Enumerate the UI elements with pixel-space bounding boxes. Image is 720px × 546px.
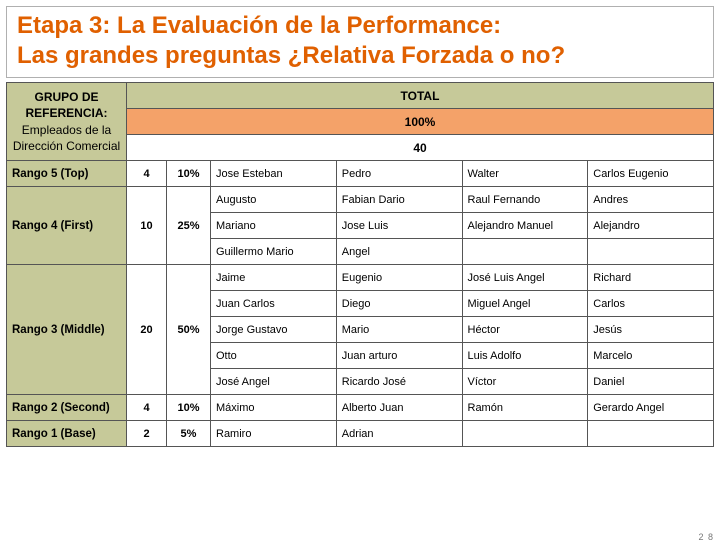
reference-sub: Empleados de la Dirección Comercial (12, 122, 121, 154)
employee-name: Fabian Dario (336, 187, 462, 213)
employee-name: Andres (588, 187, 714, 213)
rank-label: Rango 3 (Middle) (7, 265, 127, 395)
rank-percent: 10% (167, 161, 211, 187)
employee-name: Pedro (336, 161, 462, 187)
employee-name: Alberto Juan (336, 395, 462, 421)
employee-name: Miguel Angel (462, 291, 588, 317)
employee-name: Diego (336, 291, 462, 317)
table-row: Rango 2 (Second)410%MáximoAlberto JuanRa… (7, 395, 714, 421)
employee-name: Walter (462, 161, 588, 187)
employee-name: Mariano (211, 213, 337, 239)
rank-percent: 10% (167, 395, 211, 421)
employee-name: Luis Adolfo (462, 343, 588, 369)
employee-name (462, 239, 588, 265)
employee-name: Héctor (462, 317, 588, 343)
employee-name: Jorge Gustavo (211, 317, 337, 343)
rank-label: Rango 4 (First) (7, 187, 127, 265)
rank-count: 4 (127, 395, 167, 421)
employee-name: Ramiro (211, 421, 337, 447)
employee-name: Máximo (211, 395, 337, 421)
reference-heading: GRUPO DE REFERENCIA: (12, 89, 121, 121)
title-line1: Etapa 3: La Evaluación de la Performance… (17, 12, 501, 39)
slide-title: Etapa 3: La Evaluación de la Performance… (17, 11, 703, 71)
rank-count: 2 (127, 421, 167, 447)
rank-label: Rango 2 (Second) (7, 395, 127, 421)
employee-name: Adrian (336, 421, 462, 447)
employee-name: Marcelo (588, 343, 714, 369)
employee-name: Jesús (588, 317, 714, 343)
employee-name: Mario (336, 317, 462, 343)
employee-name: Juan arturo (336, 343, 462, 369)
slide-title-box: Etapa 3: La Evaluación de la Performance… (6, 6, 714, 78)
employee-name: José Luis Angel (462, 265, 588, 291)
employee-name: Carlos Eugenio (588, 161, 714, 187)
rank-count: 4 (127, 161, 167, 187)
employee-name: Jose Luis (336, 213, 462, 239)
employee-name: Augusto (211, 187, 337, 213)
employee-name: Eugenio (336, 265, 462, 291)
employee-name: Carlos (588, 291, 714, 317)
rank-count: 20 (127, 265, 167, 395)
employee-name (588, 239, 714, 265)
title-line2: Las grandes preguntas ¿Relativa Forzada … (17, 42, 565, 69)
employee-name: Angel (336, 239, 462, 265)
employee-name: Juan Carlos (211, 291, 337, 317)
employee-name: Víctor (462, 369, 588, 395)
employee-name: Ricardo José (336, 369, 462, 395)
rank-count: 10 (127, 187, 167, 265)
reference-group-cell: GRUPO DE REFERENCIA:Empleados de la Dire… (7, 83, 127, 161)
total-header: TOTAL (127, 83, 714, 109)
employee-name: Ramón (462, 395, 588, 421)
rank-label: Rango 1 (Base) (7, 421, 127, 447)
count-header: 40 (127, 135, 714, 161)
employee-name: Otto (211, 343, 337, 369)
employee-name: Raul Fernando (462, 187, 588, 213)
employee-name: Guillermo Mario (211, 239, 337, 265)
ranking-table: GRUPO DE REFERENCIA:Empleados de la Dire… (6, 82, 714, 447)
rank-percent: 5% (167, 421, 211, 447)
employee-name: Alejandro Manuel (462, 213, 588, 239)
employee-name: Richard (588, 265, 714, 291)
table-row: Rango 1 (Base)25%RamiroAdrian (7, 421, 714, 447)
employee-name: Gerardo Angel (588, 395, 714, 421)
employee-name: Jose Esteban (211, 161, 337, 187)
page-number: 2 8 (698, 532, 714, 542)
employee-name (588, 421, 714, 447)
rank-percent: 25% (167, 187, 211, 265)
employee-name (462, 421, 588, 447)
percent-header: 100% (127, 109, 714, 135)
employee-name: Daniel (588, 369, 714, 395)
ranking-table-wrap: GRUPO DE REFERENCIA:Empleados de la Dire… (6, 82, 714, 447)
rank-percent: 50% (167, 265, 211, 395)
employee-name: Jaime (211, 265, 337, 291)
rank-label: Rango 5 (Top) (7, 161, 127, 187)
employee-name: Alejandro (588, 213, 714, 239)
table-row: Rango 3 (Middle)2050%JaimeEugenioJosé Lu… (7, 265, 714, 291)
employee-name: José Angel (211, 369, 337, 395)
table-row: Rango 5 (Top)410%Jose EstebanPedroWalter… (7, 161, 714, 187)
table-row: Rango 4 (First)1025%AugustoFabian DarioR… (7, 187, 714, 213)
